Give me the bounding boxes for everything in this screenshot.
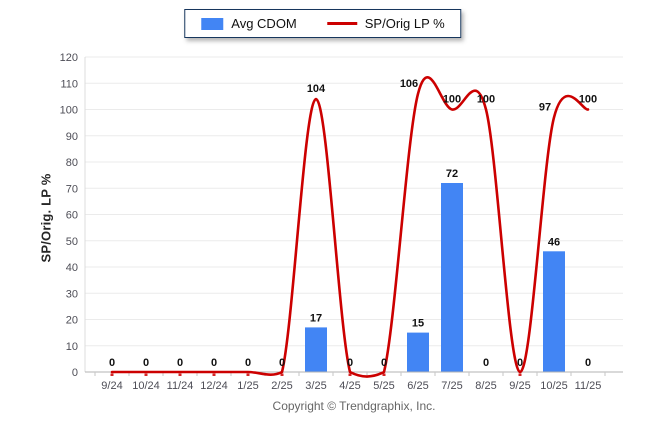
y-tick-label: 30 (66, 288, 78, 300)
bar-value-label: 0 (483, 357, 489, 369)
x-tick-label: 11/25 (575, 380, 602, 392)
line-value-labels: 104 106 100 100 97 100 (307, 78, 597, 114)
x-tick-label: 10/25 (540, 380, 568, 392)
y-tick-label: 110 (60, 78, 78, 90)
x-tick-label: 9/25 (509, 380, 530, 392)
y-tick-label: 10 (66, 341, 78, 353)
copyright-footer: Copyright © Trendgraphix, Inc. (272, 399, 436, 413)
bar (407, 332, 429, 372)
bar-value-labels: 0 0 0 0 0 0 17 0 0 15 72 0 0 46 0 (109, 168, 591, 369)
x-tick-label: 9/24 (101, 380, 122, 392)
y-tick-label: 90 (66, 131, 78, 143)
line-zero-markers (110, 373, 522, 376)
x-tick-label: 6/25 (407, 380, 428, 392)
y-tick-label: 120 (60, 52, 78, 64)
line-value-label: 106 (400, 78, 418, 90)
bar-value-label: 0 (585, 357, 591, 369)
y-tick-label: 60 (66, 210, 78, 222)
line-value-label: 104 (307, 83, 326, 95)
y-tick-label: 100 (60, 105, 78, 117)
x-tick-label: 11/24 (167, 380, 194, 392)
bar-value-label: 0 (517, 357, 523, 369)
bar-value-label: 0 (279, 357, 285, 369)
legend-line-label: SP/Orig LP % (364, 16, 445, 31)
line-value-label: 97 (539, 101, 551, 113)
y-tick-label: 0 (72, 367, 78, 379)
x-tick-label: 1/25 (237, 380, 258, 392)
y-tick-label: 70 (66, 183, 78, 195)
x-tick-label: 3/25 (305, 380, 326, 392)
x-tick-label: 2/25 (271, 380, 292, 392)
y-tick-label: 80 (66, 157, 78, 169)
bar-value-label: 15 (412, 318, 424, 330)
line-value-label: 100 (579, 94, 597, 106)
bar-value-label: 0 (381, 357, 387, 369)
bar-value-label: 0 (177, 357, 183, 369)
bar-value-label: 0 (245, 357, 251, 369)
bar (543, 251, 565, 373)
bar-value-label: 72 (446, 168, 458, 180)
y-tick-labels: 0 10 20 30 40 50 60 70 80 90 100 110 120 (60, 52, 78, 379)
legend-bar-swatch (201, 17, 224, 30)
bar-series (305, 183, 565, 373)
x-tick-label: 8/25 (475, 380, 496, 392)
line-value-label: 100 (477, 94, 495, 106)
bar-value-label: 17 (310, 312, 322, 324)
bar (305, 327, 327, 372)
x-tick-labels: 9/24 10/24 11/24 12/24 1/25 2/25 3/25 4/25 5/25 6… (101, 380, 601, 392)
bar-value-label: 0 (347, 357, 353, 369)
line-value-label: 100 (443, 94, 461, 106)
chart-legend: Avg CDOM SP/Orig LP % (184, 9, 462, 38)
bar-value-label: 0 (143, 357, 149, 369)
bar-value-label: 46 (548, 236, 560, 248)
x-tick-label: 7/25 (441, 380, 462, 392)
x-tick-label: 12/24 (200, 380, 228, 392)
y-tick-label: 40 (66, 262, 78, 274)
y-tick-label: 20 (66, 315, 78, 327)
x-tick-label: 10/24 (132, 380, 160, 392)
x-tick-label: 4/25 (339, 380, 360, 392)
legend-bar-label: Avg CDOM (231, 16, 297, 31)
line-series-path (110, 75, 590, 378)
y-tick-label: 50 (66, 236, 78, 248)
bar (441, 183, 463, 372)
x-tick-label: 5/25 (373, 380, 394, 392)
bar-value-label: 0 (211, 357, 217, 369)
legend-line-swatch (326, 22, 357, 25)
bar-value-label: 0 (109, 357, 115, 369)
